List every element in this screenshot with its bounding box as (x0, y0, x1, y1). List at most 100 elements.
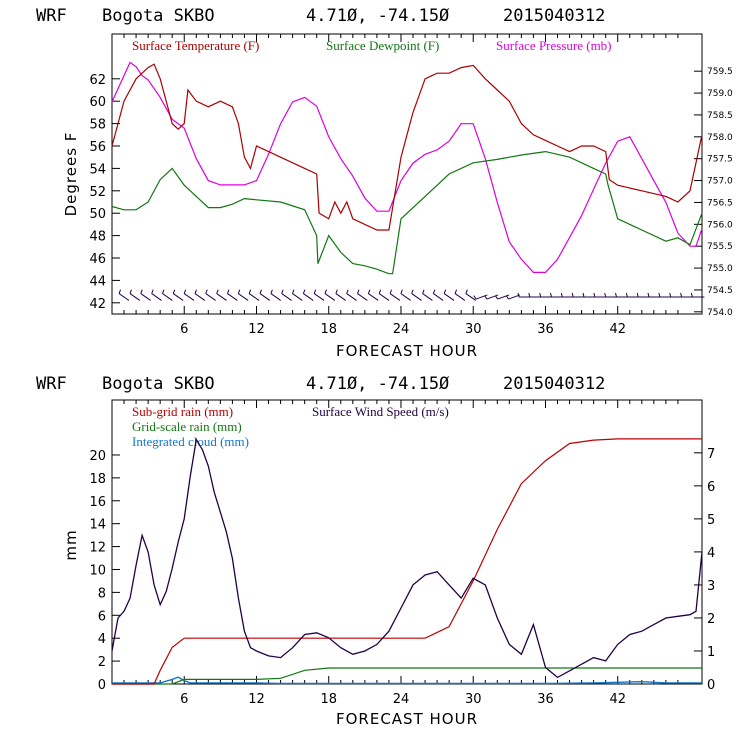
wind-barb (615, 292, 629, 298)
legend-temperature: Surface Temperature (F) (132, 38, 259, 53)
y2-tick-label: 3 (707, 579, 715, 594)
y-tick-label: 44 (89, 274, 106, 289)
wind-barb (335, 289, 347, 301)
wind-barb (454, 289, 466, 301)
x-tick-label: 42 (609, 322, 626, 337)
panel1-title-run: 2015040312 (503, 6, 605, 26)
wind-barb-shaft (443, 293, 455, 301)
x-tick-label: 42 (609, 692, 626, 707)
wind-barb-flag (560, 292, 563, 298)
wind-barb-flag (443, 289, 447, 294)
y-tick-label: 14 (89, 518, 106, 533)
wind-barb-flag (302, 289, 306, 294)
wind-barb (411, 289, 422, 301)
legend-integrated-cloud: Integrated cloud (mm) (132, 434, 249, 449)
wind-barb (604, 292, 618, 298)
y2-tick-label: 755.5 (707, 242, 733, 252)
wind-barb-shaft (303, 293, 314, 301)
y-tick-label: 2 (98, 655, 106, 670)
wind-barb-flag (571, 292, 574, 298)
wind-barb-shaft (475, 294, 488, 300)
y2-tick-label: 2 (707, 612, 715, 627)
wind-barbs (118, 289, 705, 301)
wind-barb (292, 289, 303, 301)
wind-speed-series-line (111, 437, 703, 679)
wind-barb-shaft (248, 293, 260, 301)
wind-barb-shaft (313, 293, 325, 301)
wind-barb (528, 292, 542, 298)
panel1-minor-ticks (123, 34, 679, 314)
panel2-title-station: Bogota SKBO (102, 374, 215, 394)
wind-barb-shaft (227, 293, 238, 301)
wind-barb-shaft (151, 293, 162, 301)
wind-barb (346, 289, 357, 301)
y-tick-label: 16 (89, 495, 106, 510)
wind-barb-flag (669, 292, 672, 298)
wind-barb (172, 289, 184, 301)
y2-tick-label: 755.0 (707, 264, 733, 274)
wind-barb-shaft (140, 293, 151, 301)
temperature-series-line (111, 63, 703, 231)
wind-barb (494, 294, 510, 300)
wind-barb-flag (658, 292, 661, 298)
y2-tick-label: 0 (707, 678, 715, 693)
wind-barb-flag (647, 292, 650, 298)
wind-barb-flag (615, 292, 617, 298)
wind-barb (270, 289, 282, 301)
wind-barb (162, 289, 173, 301)
y2-tick-label: 757.0 (707, 177, 733, 187)
wind-barb-flag (454, 289, 458, 294)
panel1-y-axis-label: Degrees F (62, 132, 80, 217)
panel2-x-ticks: 6 12 18 24 30 36 42 (180, 400, 626, 707)
wind-barb (443, 289, 455, 301)
wind-barb-flag (270, 289, 273, 294)
y2-tick-label: 1 (707, 645, 715, 660)
wind-barb (484, 294, 499, 300)
wind-barb (324, 289, 336, 301)
panel1-plot-frame (111, 33, 703, 315)
wind-barb-shaft (508, 294, 521, 300)
wind-barb (571, 292, 586, 298)
wind-barb-flag (140, 289, 143, 294)
y-tick-label: 46 (89, 252, 106, 267)
wind-barb-flag (432, 289, 436, 294)
wind-barb (194, 289, 206, 301)
wind-barb-shaft (400, 293, 412, 301)
y-tick-label: 62 (89, 73, 106, 88)
y2-tick-label: 754.5 (707, 286, 733, 296)
y-tick-label: 50 (89, 207, 106, 222)
wind-barb-flag (205, 289, 208, 294)
y-tick-label: 56 (89, 140, 106, 155)
y-tick-label: 6 (98, 609, 106, 624)
x-tick-label: 18 (320, 322, 337, 337)
wind-barb (313, 289, 325, 301)
panel2-left-ticks: 0 2 4 6 8 10 12 14 16 18 20 (89, 449, 120, 693)
wind-barb-flag (259, 289, 262, 294)
x-tick-label: 36 (537, 322, 554, 337)
wind-barb-flag (411, 289, 414, 294)
wind-barb-shaft (497, 294, 510, 300)
wind-barb-flag (118, 289, 122, 294)
wind-barb-shaft (422, 293, 433, 301)
wind-barb (582, 292, 596, 298)
wind-barb-shaft (389, 293, 401, 301)
y2-tick-label: 758.0 (707, 133, 733, 143)
wind-barb-shaft (335, 293, 347, 301)
y-tick-label: 18 (89, 472, 106, 487)
panel1-right-ticks: 754.0 754.5 755.0 755.5 756.0 756.5 757.0 757.5… (694, 67, 733, 318)
wind-barb-shaft (270, 293, 282, 301)
panel-temperature: WRF Bogota SKBO 4.71Ø, -74.15Ø 201504031… (36, 6, 733, 360)
y2-tick-label: 7 (707, 447, 715, 462)
y2-tick-label: 5 (707, 513, 715, 528)
wind-barb-flag (367, 289, 371, 294)
wind-barb-flag (313, 289, 317, 294)
x-tick-label: 12 (248, 692, 265, 707)
wind-barb (505, 294, 521, 300)
wind-barb-shaft (237, 293, 249, 301)
wind-barb-flag (237, 289, 241, 294)
panel1-title-station: Bogota SKBO (102, 6, 215, 26)
panel-precipitation: WRF Bogota SKBO 4.71Ø, -74.15Ø 201504031… (36, 374, 715, 728)
y-tick-label: 42 (89, 297, 106, 312)
x-tick-label: 18 (320, 692, 337, 707)
